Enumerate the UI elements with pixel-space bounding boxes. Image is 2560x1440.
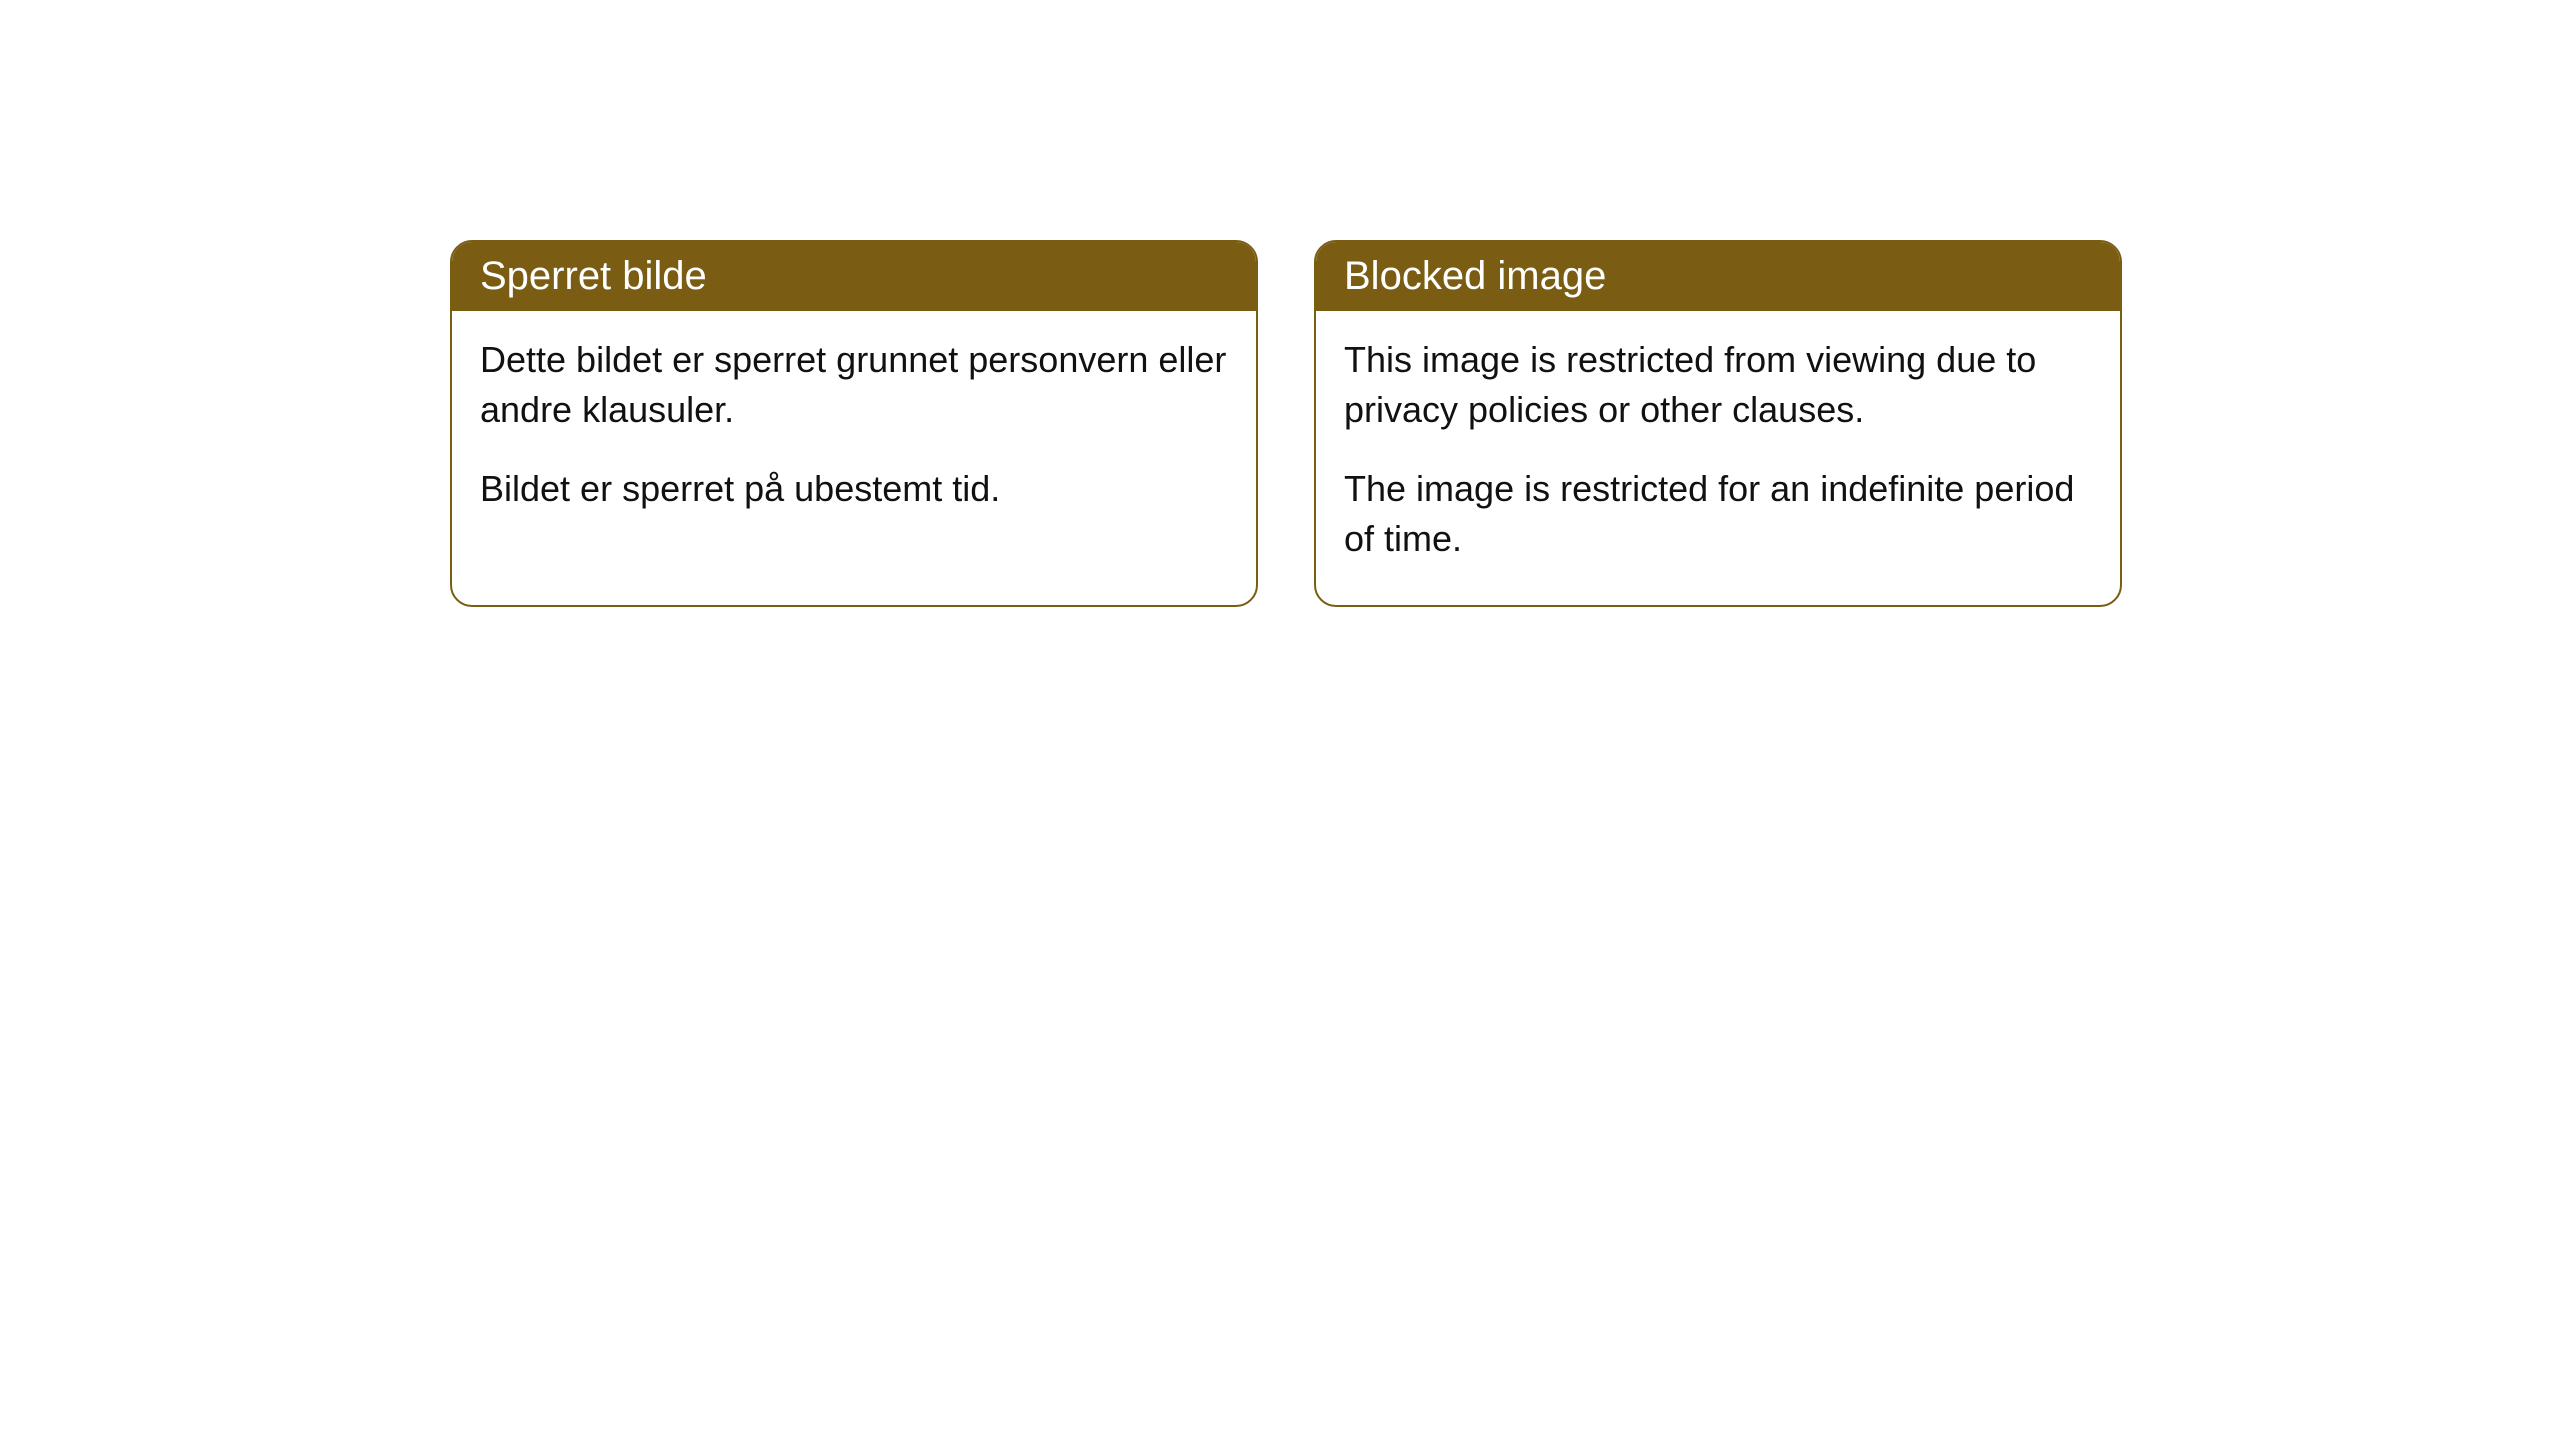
card-header: Sperret bilde [452, 242, 1256, 311]
card-header: Blocked image [1316, 242, 2120, 311]
card-title: Sperret bilde [480, 254, 707, 298]
card-body: Dette bildet er sperret grunnet personve… [452, 311, 1256, 554]
notice-cards-container: Sperret bilde Dette bildet er sperret gr… [450, 240, 2122, 607]
notice-card-norwegian: Sperret bilde Dette bildet er sperret gr… [450, 240, 1258, 607]
card-paragraph: Dette bildet er sperret grunnet personve… [480, 335, 1228, 436]
card-paragraph: The image is restricted for an indefinit… [1344, 464, 2092, 565]
card-body: This image is restricted from viewing du… [1316, 311, 2120, 605]
card-paragraph: This image is restricted from viewing du… [1344, 335, 2092, 436]
card-title: Blocked image [1344, 254, 1606, 298]
notice-card-english: Blocked image This image is restricted f… [1314, 240, 2122, 607]
card-paragraph: Bildet er sperret på ubestemt tid. [480, 464, 1228, 514]
